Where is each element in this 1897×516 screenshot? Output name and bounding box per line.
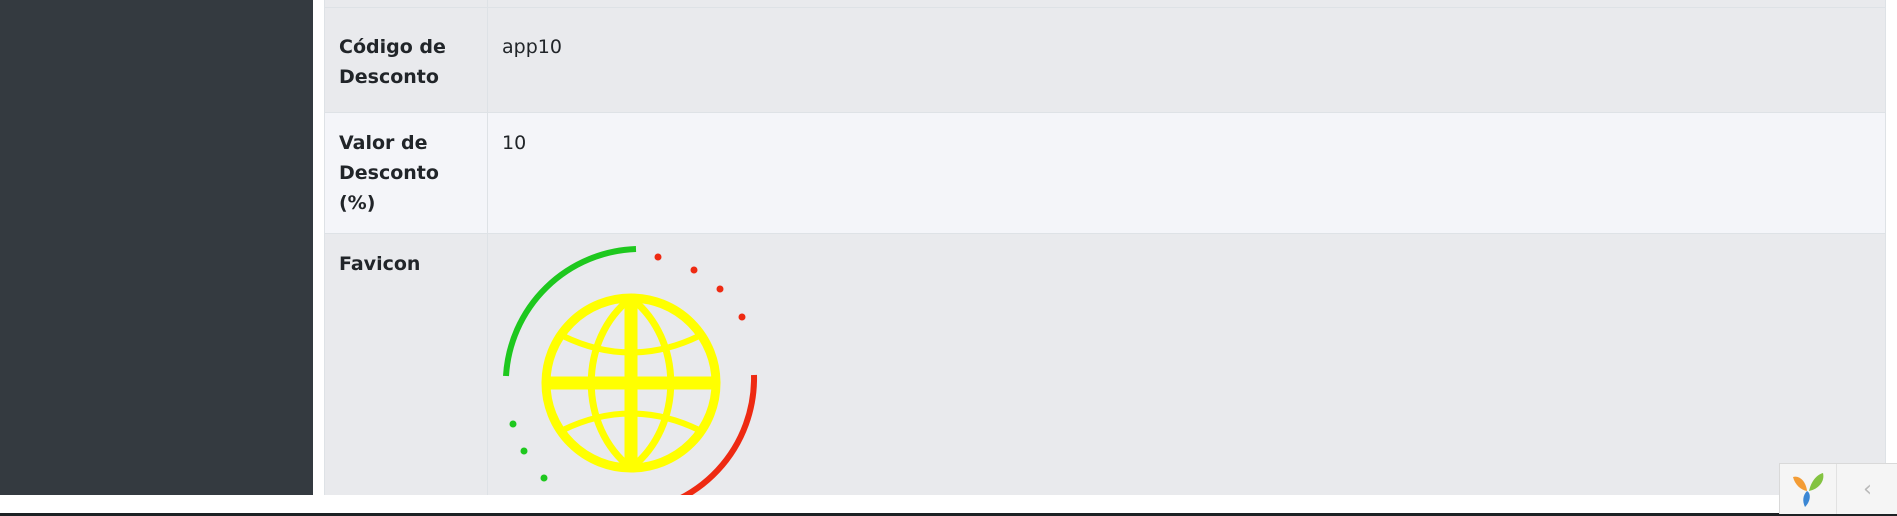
detail-view-table: Código de Desconto app10 Valor de Descon… [324, 0, 1886, 516]
favicon-image [503, 246, 758, 516]
globe-icon [541, 293, 721, 473]
discount-code-label: Código de Desconto [324, 7, 488, 113]
table-row-favicon: Favicon [324, 233, 1886, 516]
favicon-green-arc [503, 246, 637, 377]
discount-value-label: Valor de Desconto (%) [324, 112, 488, 234]
yii-logo-icon-svg [1793, 473, 1824, 507]
favicon-label: Favicon [324, 233, 488, 516]
favicon-red-dots [654, 253, 746, 321]
sidebar [0, 0, 313, 495]
debug-toolbar[interactable]: ‹ [1779, 463, 1897, 514]
content-area: Código de Desconto app10 Valor de Descon… [313, 0, 1897, 516]
discount-value-value: 10 [487, 112, 1886, 234]
yii-logo-icon[interactable] [1780, 464, 1837, 514]
discount-code-value: app10 [487, 7, 1886, 113]
table-row-discount-value: Valor de Desconto (%) 10 [324, 112, 1886, 234]
footer-strip [0, 495, 1897, 516]
table-row-discount-code: Código de Desconto app10 [324, 7, 1886, 113]
table-row [324, 0, 1886, 8]
footer-border [0, 513, 1897, 516]
debug-toolbar-toggle-button[interactable]: ‹ [1863, 476, 1872, 502]
favicon-cell [487, 233, 1886, 516]
